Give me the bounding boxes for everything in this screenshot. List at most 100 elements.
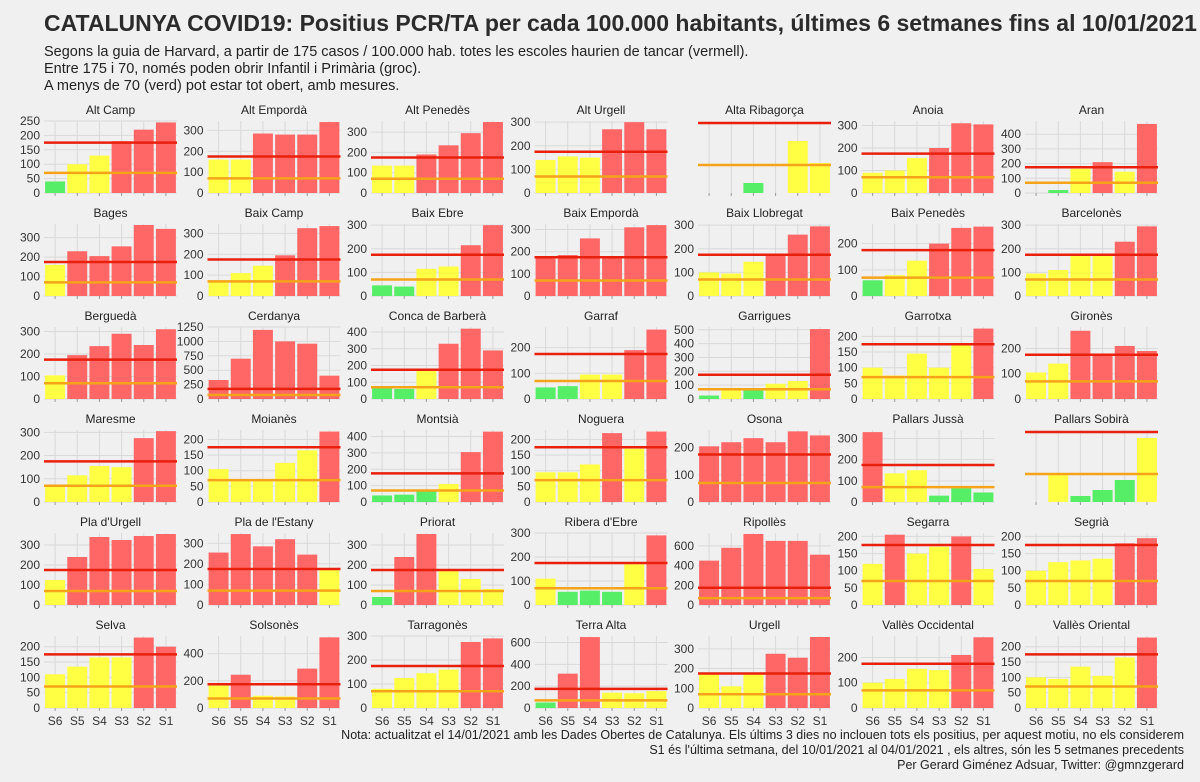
bar-S6 [372,388,393,399]
y-tick-label: 200 [837,529,857,543]
y-tick-label: 100 [510,267,530,281]
panel-18: Garraf 0 100 200 [510,309,668,406]
bar-S1 [482,589,503,605]
bar-S5 [230,480,251,502]
y-tick-label: 100 [510,464,530,478]
panel-title: Priorat [420,515,456,529]
bar-S2 [297,668,318,708]
y-tick-label: 0 [33,495,40,509]
panel-37: Solsonès 0 200 400 S6 S5 S4 S3 S2 S1 [183,618,341,728]
y-tick-label: 0 [851,289,858,303]
bar-S3 [602,433,623,502]
panel-33: Ripollès 0 200 400 600 [674,515,831,612]
y-tick-label: 200 [1001,341,1021,355]
footer-note: Nota: actualitzat el 14/01/2021 amb les … [341,728,1184,742]
y-tick-label: 400 [510,657,530,671]
y-tick-label: 200 [183,557,203,571]
x-tick-label: S4 [256,714,271,728]
y-tick-label: 100 [1001,670,1021,684]
panel-27: Pallars Jussà 0 100 200 300 [837,412,995,509]
bar-S5 [557,591,578,605]
y-tick-label: 50 [844,376,858,390]
bar-S1 [646,535,667,605]
x-tick-label: S5 [70,714,85,728]
panel-30: Pla de l'Estany 0 100 200 300 [183,515,341,612]
bar-S5 [67,355,88,399]
bar-S2 [297,228,318,296]
bar-S6 [1026,570,1047,605]
y-tick-label: 0 [687,495,694,509]
panel-title: Gironès [1070,309,1112,323]
bar-S4 [1070,560,1091,605]
bar-S6 [1026,677,1047,708]
panel-21: Gironès 0 100 200 [1001,309,1158,406]
bar-S1 [809,163,830,193]
y-tick-label: 200 [20,250,40,264]
y-tick-label: 300 [674,350,694,364]
bar-S2 [297,343,318,399]
y-tick-label: 300 [837,431,857,445]
panel-title: Moianès [251,412,296,426]
y-tick-label: 150 [1001,655,1021,669]
y-tick-label: 0 [1014,186,1021,200]
bar-S3 [275,539,296,605]
y-tick-label: 0 [33,186,40,200]
panel-title: Barcelonès [1061,206,1121,220]
bar-S1 [973,492,994,502]
x-tick-label: S6 [538,714,553,728]
y-tick-label: 400 [347,430,367,444]
subtitle-line-2: Entre 175 i 70, només poden obrir Infant… [44,61,422,77]
bar-S2 [297,450,318,502]
bar-S6 [862,682,883,708]
bar-S3 [1092,675,1113,708]
y-tick-label: 200 [837,141,857,155]
panel-title: Urgell [749,618,780,632]
x-tick-label: S1 [159,714,174,728]
panel-10: Baix Ebre 0 100 200 300 [347,206,504,303]
bar-S2 [951,227,972,296]
y-tick-label: 0 [687,289,694,303]
panel-39: Terra Alta 0 200 400 600 S6 S5 S4 S3 S2 S1 [510,618,668,728]
y-tick-label: 100 [510,574,530,588]
y-tick-label: 200 [347,558,367,572]
bar-S1 [973,569,994,605]
y-tick-label: 300 [347,125,367,139]
bar-S5 [67,557,88,605]
panel-title: Alt Urgell [577,103,626,117]
bar-S5 [67,164,88,193]
y-tick-label: 400 [1001,127,1021,141]
bar-S4 [743,533,764,605]
bar-S5 [1048,562,1069,605]
x-tick-label: S5 [560,714,575,728]
x-tick-label: S1 [486,714,501,728]
bar-S1 [482,350,503,399]
y-tick-label: 0 [524,186,531,200]
bar-S1 [482,225,503,296]
bar-S6 [1026,372,1047,399]
bar-S3 [602,591,623,605]
y-tick-label: 50 [844,581,858,595]
y-tick-label: 150 [837,345,857,359]
bar-S3 [765,383,786,399]
y-tick-label: 100 [674,265,694,279]
y-tick-label: 100 [20,472,40,486]
panel-title: Terra Alta [576,618,627,632]
bar-S6 [372,285,393,296]
subtitle-line-1: Segons la guia de Harvard, a partir de 1… [44,44,749,60]
y-tick-label: 200 [674,364,694,378]
x-tick-label: S3 [441,714,456,728]
panel-8: Bages 0 100 200 300 [20,206,177,303]
y-tick-label: 300 [20,325,40,339]
y-tick-label: 0 [33,289,40,303]
bar-S6 [208,280,229,296]
bar-S1 [973,637,994,708]
panel-title: Noguera [578,412,624,426]
y-tick-label: 300 [183,226,203,240]
panel-title: Ripollès [743,515,786,529]
y-tick-label: 100 [347,677,367,691]
bar-S1 [155,431,176,502]
panel-title: Garraf [584,309,619,323]
bar-S2 [460,133,481,193]
y-tick-label: 100 [347,375,367,389]
